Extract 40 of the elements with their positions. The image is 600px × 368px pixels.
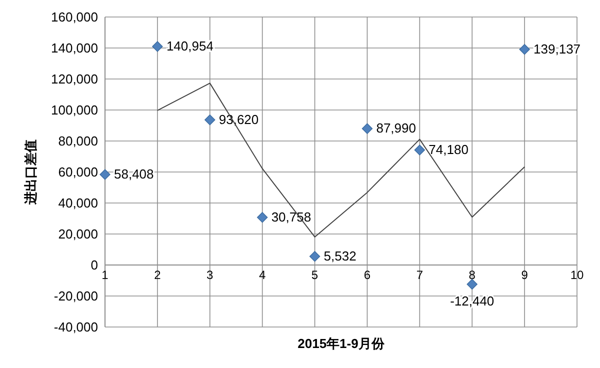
y-tick-label: 160,000 [51,10,98,24]
y-tick-label: 140,000 [51,40,98,56]
point [466,278,478,290]
point [256,212,268,223]
data-label: 74,180 [428,142,468,158]
data-label: 5,532 [324,248,356,264]
x-tick-label: 6 [364,268,371,282]
x-axis-title: 2015年1-9月份 [298,336,386,351]
y-tick-label: 20,000 [58,226,98,242]
data-label: 139,137 [534,41,581,56]
y-tick-label: 0 [90,258,98,272]
point [204,114,216,126]
x-tick-label: 2 [154,268,162,282]
data-label: 87,990 [376,120,416,136]
data-label: 58,408 [114,166,154,182]
y-tick-label: -40,000 [54,320,98,334]
data-label: -12,440 [450,293,494,308]
y-tick-label: 120,000 [51,72,98,86]
data-label: 140,954 [166,38,214,54]
point [362,123,373,134]
point [309,251,320,262]
line-series [156,82,526,238]
x-tick-label: 1 [102,268,109,282]
point [152,41,163,52]
x-tick-label: 7 [416,268,424,282]
x-tick-label: 9 [521,268,528,282]
x-tick-label: 10 [570,268,584,282]
y-tick-label: 100,000 [51,102,98,118]
x-tick-label: 5 [311,268,318,282]
point [100,169,110,180]
y-tick-label: 80,000 [58,134,98,148]
x-tick-label: 4 [258,268,266,282]
y-tick-label: 60,000 [58,164,98,180]
point [414,144,426,156]
x-tick-label: 8 [468,268,476,282]
x-tick-label: 3 [206,268,214,282]
y-axis-title: 进出口差值 [23,140,38,206]
y-tick-label: -20,000 [54,288,98,304]
y-tick-label: 40,000 [58,196,98,210]
point [519,44,530,55]
